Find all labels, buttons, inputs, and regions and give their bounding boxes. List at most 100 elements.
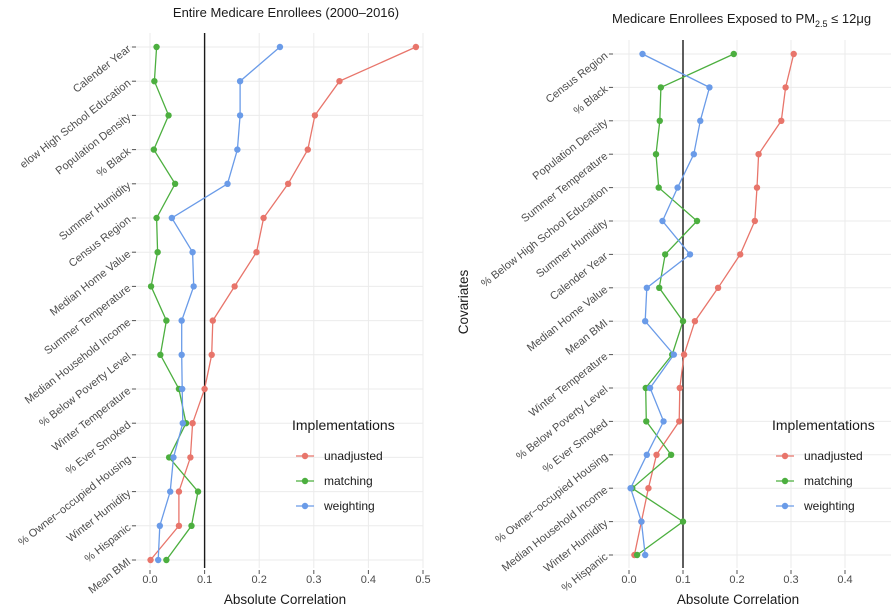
data-point-unadjusted	[189, 420, 196, 427]
left-legend: Implementations unadjusted matching weighti…	[292, 417, 395, 513]
legend-key-point	[781, 502, 789, 510]
data-point-matching	[194, 488, 202, 495]
data-point-weighting	[643, 451, 651, 458]
legend-title: Implementations	[292, 417, 395, 433]
x-tick-label: 0.2	[252, 574, 267, 586]
y-tick-label: Winter Temperature	[527, 351, 610, 420]
data-point-weighting	[236, 78, 244, 85]
data-point-weighting	[674, 184, 681, 191]
data-point-weighting	[179, 420, 186, 427]
data-point-unadjusted	[231, 283, 238, 290]
x-tick-label: 0.4	[837, 574, 852, 586]
data-point-weighting	[167, 488, 174, 495]
y-tick-label: % Black	[572, 83, 611, 117]
x-tick-label: 0.0	[621, 574, 636, 586]
data-point-unadjusted	[653, 451, 660, 458]
data-point-weighting	[639, 50, 646, 58]
data-point-matching	[171, 180, 179, 187]
y-tick-label: Summer Humidity	[57, 180, 134, 244]
data-point-unadjusted	[691, 318, 699, 325]
data-point-weighting	[646, 384, 654, 392]
data-point-weighting	[638, 518, 645, 525]
x-axis-title: Absolute Correlation	[677, 592, 799, 607]
data-point-unadjusted	[680, 351, 688, 358]
legend-label-unadjusted: unadjusted	[324, 449, 383, 463]
y-tick-label: Median Home Value	[48, 248, 133, 318]
data-point-unadjusted	[676, 418, 683, 425]
left-panel: Entire Medicare Enrollees (2000–2016) 0.0…	[16, 5, 430, 607]
data-point-unadjusted	[676, 384, 683, 392]
series-line-unadjusted	[149, 46, 417, 561]
x-tick-label: 0.4	[361, 574, 376, 586]
y-tick-label: Summer Humidity	[534, 217, 611, 281]
y-tick-label: Population Density	[54, 111, 134, 177]
data-point-weighting	[234, 146, 241, 153]
data-point-unadjusted	[778, 117, 785, 125]
x-tick-label: 0.5	[415, 574, 430, 586]
data-point-matching	[693, 217, 701, 225]
series-line-matching	[150, 46, 199, 561]
x-tick-label: 0.1	[197, 574, 212, 586]
legend-key-point	[781, 477, 789, 485]
series-line-weighting	[629, 53, 711, 556]
data-point-matching	[150, 146, 158, 153]
x-tick-label: 0.0	[142, 574, 157, 586]
data-point-unadjusted	[737, 251, 744, 258]
data-point-unadjusted	[753, 184, 761, 191]
data-point-unadjusted	[304, 146, 311, 153]
series-line-weighting	[157, 46, 281, 561]
data-point-weighting	[190, 283, 197, 290]
data-point-weighting	[154, 556, 162, 564]
data-point-unadjusted	[208, 351, 215, 358]
legend-key-point	[301, 502, 309, 510]
data-point-weighting	[156, 522, 164, 529]
x-axis-title: Absolute Correlation	[224, 592, 346, 607]
data-point-weighting	[168, 214, 176, 222]
data-point-matching	[163, 317, 170, 324]
legend-key-point	[301, 477, 309, 485]
data-point-unadjusted	[260, 214, 267, 222]
data-point-weighting	[642, 318, 649, 325]
data-point-matching	[643, 418, 650, 425]
x-tick-label: 0.3	[783, 574, 798, 586]
data-point-weighting	[236, 112, 244, 119]
data-point-matching	[656, 117, 663, 125]
legend-label-matching: matching	[804, 474, 853, 488]
data-point-unadjusted	[755, 151, 762, 158]
data-point-matching	[730, 50, 737, 58]
data-point-matching	[667, 451, 675, 458]
data-point-matching	[153, 214, 160, 222]
data-point-weighting	[627, 485, 634, 492]
legend-title: Implementations	[772, 417, 875, 433]
legend-label-unadjusted: unadjusted	[804, 449, 863, 463]
right-panel: Medicare Enrollees Exposed to PM2.5 ≤ 12…	[479, 11, 891, 607]
data-point-matching	[652, 151, 660, 158]
data-point-weighting	[276, 43, 284, 51]
data-point-weighting	[706, 84, 713, 91]
data-point-matching	[147, 283, 155, 290]
data-point-weighting	[686, 251, 694, 258]
data-point-matching	[153, 43, 160, 51]
data-point-unadjusted	[284, 180, 292, 187]
data-point-unadjusted	[175, 522, 183, 529]
legend-label-matching: matching	[324, 474, 373, 488]
data-point-matching	[151, 78, 158, 85]
data-point-unadjusted	[209, 317, 216, 324]
data-point-weighting	[178, 317, 185, 324]
data-point-unadjusted	[253, 249, 260, 256]
data-point-unadjusted	[412, 43, 420, 51]
data-point-weighting	[690, 151, 697, 158]
data-point-matching	[165, 112, 172, 119]
data-point-weighting	[643, 284, 651, 291]
data-point-matching	[655, 184, 662, 191]
panel-title: Medicare Enrollees Exposed to PM2.5 ≤ 12…	[612, 11, 871, 29]
data-point-unadjusted	[645, 485, 652, 492]
data-point-matching	[661, 251, 669, 258]
data-point-unadjusted	[714, 284, 722, 291]
x-tick-label: 0.2	[729, 574, 744, 586]
legend-label-weighting: weighting	[323, 499, 375, 513]
y-tick-label: Winter Temperature	[50, 385, 133, 454]
series-line-matching	[631, 53, 735, 556]
data-point-weighting	[642, 551, 649, 559]
